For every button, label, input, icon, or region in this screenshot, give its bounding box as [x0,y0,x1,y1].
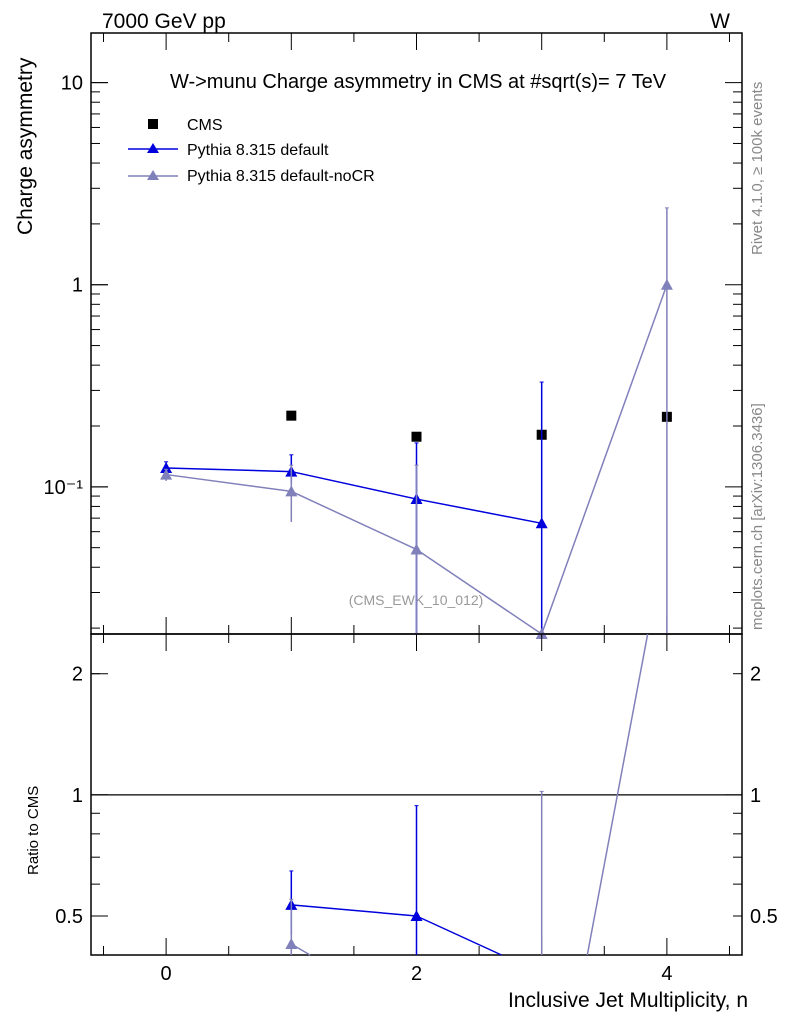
default-line-segment [166,467,292,473]
default-data-point [410,909,423,921]
ratio-series [285,633,649,956]
nocr-data-point [410,543,423,555]
main-series [160,207,673,639]
legend-marker-default [147,143,159,153]
x-tick-label: 0 [161,963,172,985]
plot-title: W->munu Charge asymmetry in CMS at #sqrt… [170,71,667,93]
nocr-line-segment [586,633,649,956]
cms-data-point [286,410,297,421]
legend-marker-nocr [147,170,159,180]
x-tick-label: 4 [661,963,672,985]
default-line-segment [416,915,502,956]
y-axis-label: Charge asymmetry [14,57,37,235]
ratio-y-tick-label-right: 1 [750,785,761,807]
default-line-segment [291,470,417,500]
main-y-tick-label: 10⁻¹ [44,477,84,499]
default-data-point [535,517,548,529]
main-y-tick-label: 1 [72,275,83,297]
legend-label-default: Pythia 8.315 default [187,142,329,159]
nocr-data-point [160,468,173,480]
ratio-y-tick-label-right: 0.5 [750,906,778,928]
cms-data-point [411,431,422,442]
main-y-tick-label: 10 [61,73,83,95]
header-right: W [710,10,730,33]
ratio-y-tick-label-right: 2 [750,664,761,686]
mcplots-label: mcplots.cern.ch [arXiv:1306.3436] [749,403,766,630]
rivet-label: Rivet 4.1.0, ≥ 100k events [749,82,766,255]
nocr-data-point [660,278,673,290]
legend: CMS Pythia 8.315 default Pythia 8.315 de… [128,117,375,185]
nocr-data-point [285,485,298,497]
legend-label-nocr: Pythia 8.315 default-noCR [187,168,375,185]
nocr-data-point [285,937,298,949]
ratio-y-tick-label: 2 [72,664,83,686]
default-data-point [160,461,173,473]
x-tick-label: 2 [411,963,422,985]
legend-marker-cms [148,119,158,129]
nocr-line-segment [540,284,668,635]
ratio-y-axis-label: Ratio to CMS [25,786,42,875]
nocr-line-segment [290,490,417,551]
nocr-line-segment [416,548,543,635]
nocr-line-segment [166,473,292,493]
x-axis-label: Inclusive Jet Multiplicity, n [508,989,748,1012]
legend-label-cms: CMS [187,117,223,134]
default-line-segment [416,498,542,525]
ratio-y-tick-label: 0.5 [55,906,83,928]
ratio-y-tick-label: 1 [72,785,83,807]
header-left: 7000 GeV pp [102,10,226,33]
default-line-segment [291,904,417,917]
